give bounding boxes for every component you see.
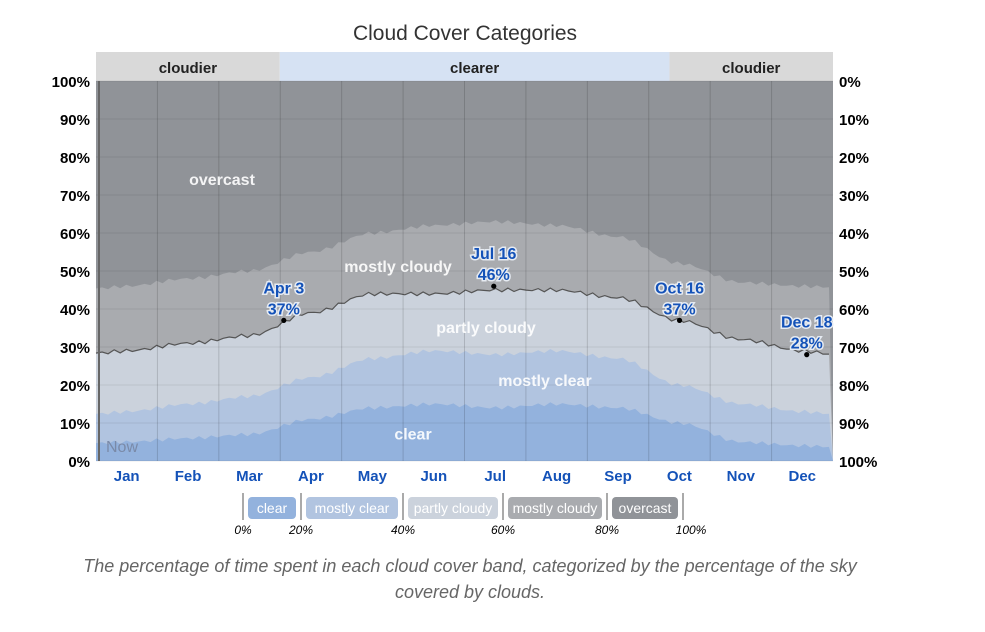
y-tick-right: 100% [839, 454, 877, 471]
y-tick-right: 30% [839, 188, 869, 205]
annotation-date: Dec 18 [781, 315, 833, 332]
band-2 [669, 52, 833, 81]
legend-swatch-partly-cloudy [408, 497, 498, 519]
y-tick-right: 0% [839, 74, 861, 91]
annotation-date: Jul 16 [471, 246, 516, 263]
x-tick-Nov: Nov [727, 468, 756, 485]
area-label: clear [394, 426, 431, 443]
annotation-value: 28% [791, 336, 823, 353]
y-tick-right: 90% [839, 416, 869, 433]
area-label: mostly clear [498, 373, 591, 390]
x-tick-Apr: Apr [298, 468, 324, 485]
legend-label: mostly clear [315, 500, 390, 516]
annotation-point [491, 283, 497, 289]
annotation-value: 37% [664, 301, 696, 318]
y-tick-right: 80% [839, 378, 869, 395]
y-tick-left: 70% [60, 188, 90, 205]
legend-tick-label: 60% [491, 523, 515, 537]
y-tick-right: 40% [839, 226, 869, 243]
legend-swatch-overcast [612, 497, 678, 519]
y-tick-left: 80% [60, 150, 90, 167]
chart-caption: The percentage of time spent in each clo… [83, 556, 857, 602]
x-tick-Aug: Aug [542, 468, 571, 485]
y-tick-right: 70% [839, 340, 869, 357]
legend-label: partly cloudy [414, 500, 493, 516]
area-label: mostly cloudy [344, 259, 452, 276]
band-0 [96, 52, 280, 81]
annotation-point [281, 317, 287, 323]
x-tick-Jan: Jan [114, 468, 140, 485]
legend-tick-label: 80% [595, 523, 619, 537]
annotation-value: 37% [268, 301, 300, 318]
annotation-value: 46% [478, 267, 510, 284]
area-label: partly cloudy [436, 320, 536, 337]
annotation-point [804, 352, 810, 358]
annotation-date: Oct 16 [655, 280, 704, 297]
legend-tick-label: 40% [391, 523, 415, 537]
y-tick-right: 60% [839, 302, 869, 319]
x-tick-May: May [358, 468, 388, 485]
x-tick-Jun: Jun [420, 468, 447, 485]
legend-tick-label: 100% [676, 523, 707, 537]
band-label-2: cloudier [722, 60, 781, 77]
area-label: overcast [189, 172, 255, 189]
y-tick-left: 30% [60, 340, 90, 357]
x-tick-Oct: Oct [667, 468, 692, 485]
partly-cloudy-boundary-line [95, 287, 829, 355]
legend-swatch-clear [248, 497, 296, 519]
y-tick-right: 50% [839, 264, 869, 281]
legend-label: overcast [619, 500, 672, 516]
y-tick-left: 50% [60, 264, 90, 281]
x-tick-Dec: Dec [789, 468, 817, 485]
legend-swatch-mostly-clear [306, 497, 398, 519]
y-tick-left: 40% [60, 302, 90, 319]
y-tick-left: 0% [68, 454, 90, 471]
y-tick-left: 60% [60, 226, 90, 243]
y-tick-right: 10% [839, 112, 869, 129]
annotation-date: Apr 3 [263, 280, 304, 297]
now-label: Now [106, 439, 138, 456]
band-label-1: clearer [450, 60, 499, 77]
x-tick-Feb: Feb [175, 468, 202, 485]
y-tick-left: 90% [60, 112, 90, 129]
y-tick-left: 20% [60, 378, 90, 395]
band-label-0: cloudier [159, 60, 218, 77]
legend-swatch-mostly-cloudy [508, 497, 602, 519]
band-1 [279, 52, 670, 81]
chart-title: Cloud Cover Categories [353, 22, 577, 45]
x-tick-Sep: Sep [604, 468, 632, 485]
y-tick-right: 20% [839, 150, 869, 167]
annotation-point [676, 317, 683, 323]
x-tick-Jul: Jul [484, 468, 506, 485]
legend-label: mostly cloudy [513, 500, 598, 516]
y-tick-left: 10% [60, 416, 90, 433]
area-clear [96, 402, 833, 461]
legend-label: clear [257, 500, 288, 516]
x-tick-Mar: Mar [236, 468, 263, 485]
legend-tick-label: 20% [288, 523, 313, 537]
legend-tick-label: 0% [234, 523, 252, 537]
y-tick-left: 100% [52, 74, 90, 91]
